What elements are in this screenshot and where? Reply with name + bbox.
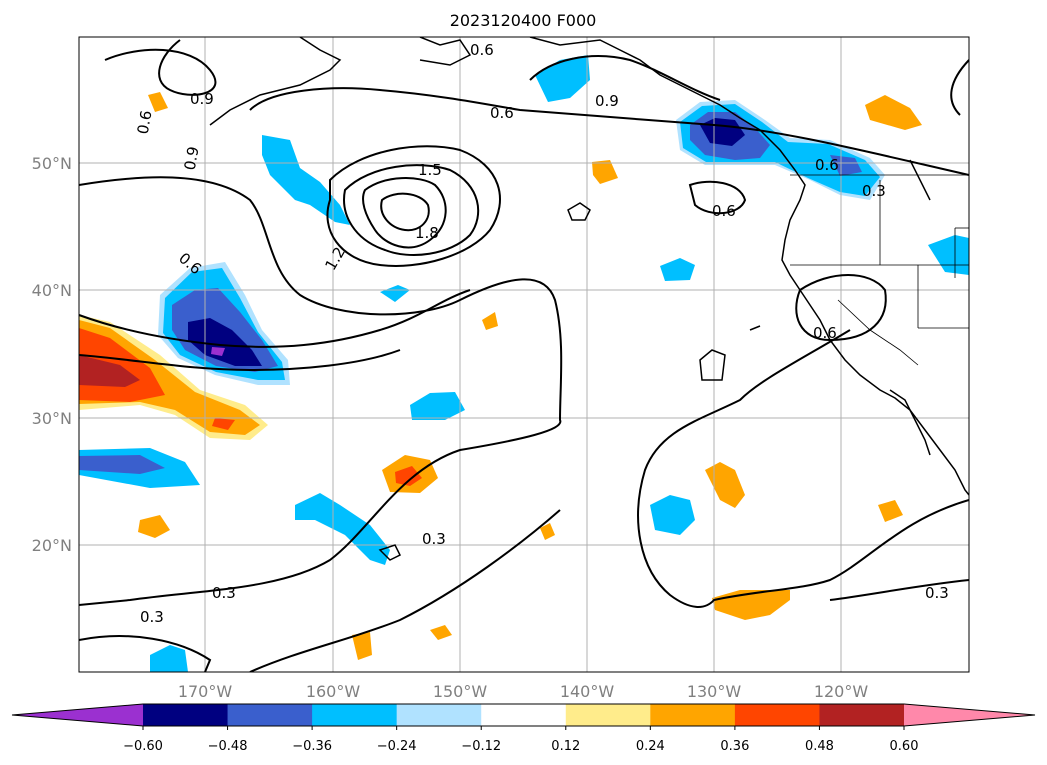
contour-label: 0.6 <box>470 41 494 59</box>
contour-label: 0.9 <box>595 92 619 110</box>
shade-positive-blob-8 <box>148 92 168 112</box>
shade-negative-trough-core <box>188 318 262 366</box>
shade-negative-band-core <box>79 455 165 474</box>
contour-label: 1.8 <box>415 224 439 242</box>
shade-negative-coast-east <box>830 155 862 176</box>
colorbar-segment <box>312 704 398 726</box>
shade-positive-blob-9 <box>878 500 903 522</box>
shade-negative-blob-6 <box>150 645 188 672</box>
contour-label: 0.3 <box>212 584 236 602</box>
contour-label: 0.6 <box>813 324 837 342</box>
map-frame <box>78 36 970 673</box>
colorbar-segment <box>650 704 736 726</box>
contour-label: 0.3 <box>140 608 164 626</box>
colorbar-tick-label: 0.24 <box>636 739 665 754</box>
lon-tick-label: 120°W <box>814 682 869 701</box>
colorbar-segment <box>227 704 313 726</box>
shade-positive-blob-11 <box>430 625 452 640</box>
contour-label: 0.6 <box>815 156 839 174</box>
shade-positive-west-max <box>79 355 140 387</box>
colorbar-segment <box>734 704 820 726</box>
contour-label: 0.3 <box>925 584 949 602</box>
colorbar-extend-low <box>12 704 143 726</box>
lon-tick-label: 160°W <box>306 682 361 701</box>
shade-negative-blob-5 <box>650 495 695 535</box>
lon-tick-label: 170°W <box>178 682 233 701</box>
colorbar-tick-label: 0.36 <box>720 739 749 754</box>
lon-tick-label: 130°W <box>687 682 742 701</box>
lat-tick-label: 30°N <box>32 409 72 428</box>
colorbar-tick-label: −0.36 <box>292 739 332 754</box>
lon-axis-labels: 170°W 160°W 150°W 140°W 130°W 120°W <box>178 682 869 701</box>
coastlines <box>209 37 969 561</box>
colorbar-segment <box>819 704 905 726</box>
contour-label: 0.6 <box>134 109 156 136</box>
colorbar-tick-label: 0.48 <box>805 739 834 754</box>
shade-negative-blob-4 <box>660 258 695 281</box>
map-title: 2023120400 F000 <box>450 11 597 30</box>
colorbar-tick-label: −0.12 <box>461 739 501 754</box>
contours <box>79 39 969 672</box>
colorbar-tick-label: 0.60 <box>890 739 919 754</box>
colorbar-segments <box>11 703 1036 727</box>
shade-negative-streak <box>262 135 350 225</box>
shade-negative-blob-1 <box>380 285 410 302</box>
shade-negative-blob-3 <box>295 493 390 565</box>
shade-positive-blob-1-core <box>395 466 422 486</box>
colorbar-segment <box>143 704 229 726</box>
colorbar-tick-label: −0.48 <box>208 739 248 754</box>
colorbar-extend-high <box>904 704 1035 726</box>
contour-label: 0.3 <box>862 182 886 200</box>
contour-label: 0.6 <box>490 104 514 122</box>
contour-label: 0.6 <box>712 202 736 220</box>
contour-label: 0.3 <box>422 530 446 548</box>
colorbar-tick-label: −0.60 <box>123 739 163 754</box>
shade-positive-blob-4 <box>865 95 922 130</box>
shade-positive-blob-2 <box>705 462 745 508</box>
lat-tick-label: 20°N <box>32 536 72 555</box>
lon-tick-label: 150°W <box>433 682 488 701</box>
colorbar-ticks: −0.60 −0.48 −0.36 −0.24 −0.12 0.12 0.24 0.36 0.4… <box>123 726 918 754</box>
lat-tick-label: 50°N <box>32 154 72 173</box>
shade-positive-blob-7 <box>592 160 618 184</box>
contour-label: 0.9 <box>181 145 203 172</box>
lon-tick-label: 140°W <box>560 682 615 701</box>
colorbar-segment <box>565 704 651 726</box>
lat-tick-label: 40°N <box>32 281 72 300</box>
borders <box>790 174 969 366</box>
colorbar: −0.60 −0.48 −0.36 −0.24 −0.12 0.12 0.24 0.36 0.4… <box>11 703 1036 754</box>
contour-label: 0.9 <box>190 90 214 108</box>
shade-positive-blob-5 <box>138 515 170 538</box>
contour-label: 1.5 <box>418 161 442 179</box>
shade-positive-blob-6 <box>352 632 372 660</box>
shade-positive-blob-10 <box>540 523 555 540</box>
colorbar-segment <box>481 704 567 726</box>
shade-negative-blob-2 <box>410 392 465 420</box>
shade-positive-blob-12 <box>482 312 498 330</box>
colorbar-tick-label: −0.24 <box>377 739 417 754</box>
graticule <box>79 37 969 672</box>
colorbar-segment <box>396 704 482 726</box>
lat-axis-labels: 50°N 40°N 30°N 20°N <box>32 154 72 555</box>
colorbar-tick-label: 0.12 <box>551 739 580 754</box>
shade-negative-trough-max <box>211 347 225 356</box>
shade-positive-west-spot <box>212 418 235 430</box>
